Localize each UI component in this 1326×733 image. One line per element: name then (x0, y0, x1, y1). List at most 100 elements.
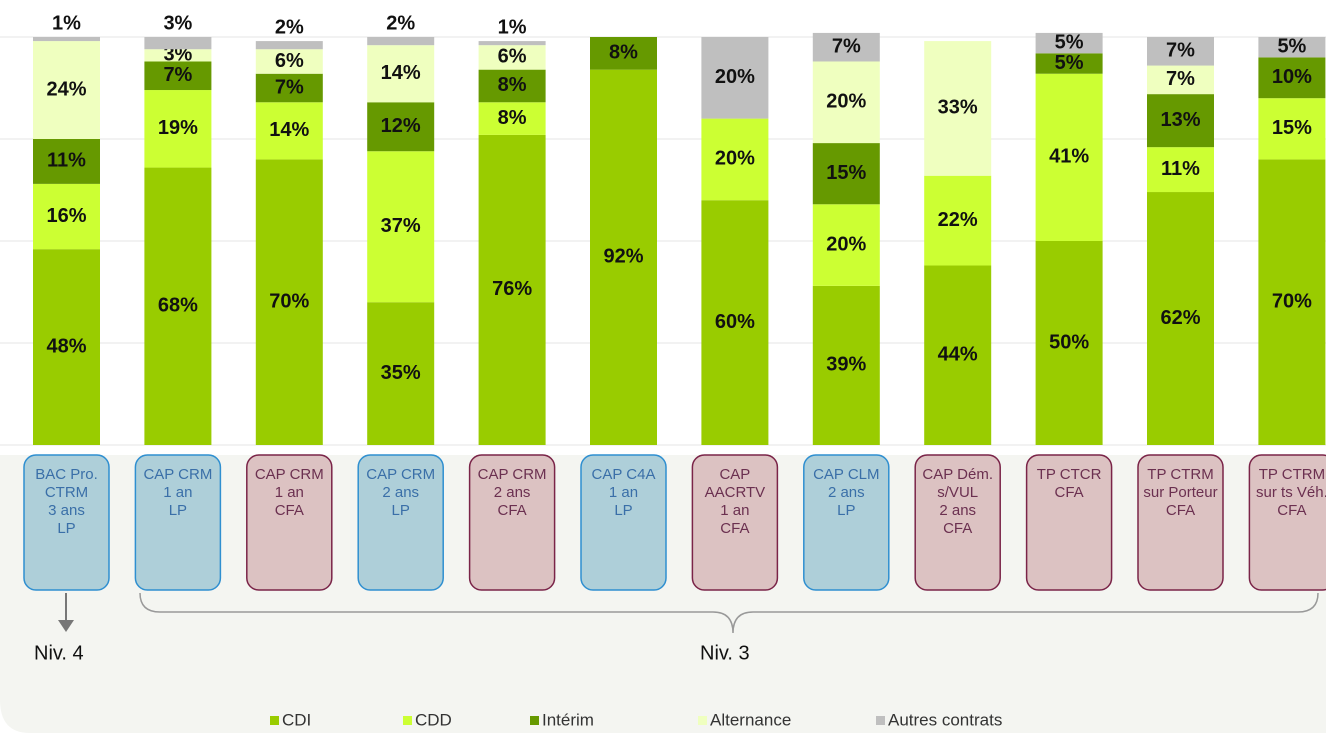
value-label: 44% (938, 344, 978, 366)
value-label: 7% (275, 76, 304, 98)
x-tick-label: CFA (275, 502, 304, 519)
x-tick-label: sur ts Véh. (1256, 484, 1326, 501)
bar-segment (924, 175, 992, 266)
value-label: 48% (46, 335, 86, 357)
x-tick-label: CFA (1055, 484, 1084, 501)
x-tick-label: 1 an (163, 484, 192, 501)
legend-swatch (530, 716, 539, 725)
category-box (691, 454, 779, 591)
value-label: 92% (603, 246, 643, 268)
bar-segment (590, 69, 657, 445)
category-box (803, 454, 890, 591)
legend-swatch (270, 716, 279, 725)
bar-segment (144, 167, 212, 445)
value-label: 3% (163, 12, 192, 34)
bar-segment (1147, 192, 1214, 445)
bar-segment (590, 37, 657, 70)
x-tick-label: AACRTV (705, 484, 766, 501)
bar-segment (1035, 53, 1103, 74)
bar-segment (812, 143, 880, 205)
bar-segment (367, 45, 435, 103)
bar-segment (144, 37, 212, 50)
bar-segment (701, 118, 769, 201)
value-label: 5% (1055, 52, 1084, 74)
value-label: 1% (52, 12, 81, 34)
bar-segment (33, 139, 100, 184)
bar-segment (144, 90, 212, 168)
x-tick-label: TP CTCR (1037, 466, 1102, 483)
bar-segment (812, 204, 880, 286)
value-label: 22% (938, 209, 978, 231)
value-label: 20% (826, 233, 866, 255)
x-tick-label: CAP CRM (143, 466, 212, 483)
x-tick-label: LP (57, 520, 75, 537)
x-tick-label: CAP Dém. (922, 466, 993, 483)
bar-segment (1035, 241, 1103, 445)
legend-swatch (403, 716, 412, 725)
legend-label: Intérim (542, 710, 594, 729)
x-tick-label: 3 ans (48, 502, 85, 519)
bar-segment (701, 200, 769, 445)
value-label: 35% (381, 362, 421, 384)
category-box (246, 454, 333, 591)
category-box (23, 454, 110, 591)
value-label: 62% (1160, 307, 1200, 329)
x-tick-label: CAP C4A (592, 466, 656, 483)
bar-segment (1258, 98, 1326, 160)
x-tick-label: CFA (1166, 502, 1195, 519)
value-label: 33% (938, 97, 978, 119)
bar-segment (1147, 37, 1214, 66)
x-tick-label: TP CTRM (1147, 466, 1213, 483)
value-label: 7% (1166, 40, 1195, 62)
category-box (1137, 454, 1224, 591)
x-tick-label: BAC Pro. (35, 466, 98, 483)
x-tick-label: 1 an (609, 484, 638, 501)
value-label: 24% (46, 78, 86, 100)
bar-segment (33, 41, 100, 139)
bar-segment (255, 41, 323, 50)
value-label: 7% (1166, 68, 1195, 90)
annotation: Niv. 3 (700, 642, 750, 664)
x-tick-label: CAP CRM (366, 466, 435, 483)
bar-segment (812, 285, 880, 445)
category-box (1025, 454, 1113, 591)
value-label: 11% (47, 150, 86, 172)
bar-segment (1258, 57, 1326, 99)
x-tick-label: sur Porteur (1143, 484, 1217, 501)
bar-segment (478, 134, 546, 446)
value-label: 10% (1272, 66, 1312, 88)
value-label: 6% (275, 50, 304, 72)
value-label: 60% (715, 311, 755, 333)
value-label: 39% (826, 354, 866, 376)
x-tick-label: TP CTRM (1259, 466, 1325, 483)
value-label: 12% (381, 115, 421, 137)
x-tick-label: 2 ans (494, 484, 531, 501)
value-label: 19% (158, 117, 198, 139)
x-tick-label: CFA (720, 520, 749, 537)
category-box (580, 454, 667, 591)
value-label: 14% (381, 62, 421, 84)
bar-segment (144, 61, 212, 91)
x-tick-label: CAP (719, 466, 750, 483)
value-label: 37% (381, 215, 421, 237)
bar-segment (478, 41, 546, 46)
legend-label: Alternance (710, 710, 791, 729)
x-tick-label: s/VUL (937, 484, 978, 501)
value-label: 2% (275, 16, 304, 38)
legend-swatch (876, 716, 885, 725)
value-label: 41% (1049, 146, 1089, 168)
value-label: 14% (269, 119, 309, 141)
value-label: 8% (498, 107, 527, 129)
bar-segment (478, 102, 546, 135)
bar-segment (812, 61, 880, 144)
brace (139, 592, 1319, 634)
x-tick-label: CAP CRM (255, 466, 324, 483)
bar-segment (367, 102, 435, 152)
x-tick-label: 2 ans (939, 502, 976, 519)
bar-segment (701, 37, 769, 119)
x-tick-label: CFA (1277, 502, 1306, 519)
x-tick-label: CTRM (45, 484, 88, 501)
x-tick-label: LP (392, 502, 410, 519)
value-label: 2% (386, 12, 415, 34)
